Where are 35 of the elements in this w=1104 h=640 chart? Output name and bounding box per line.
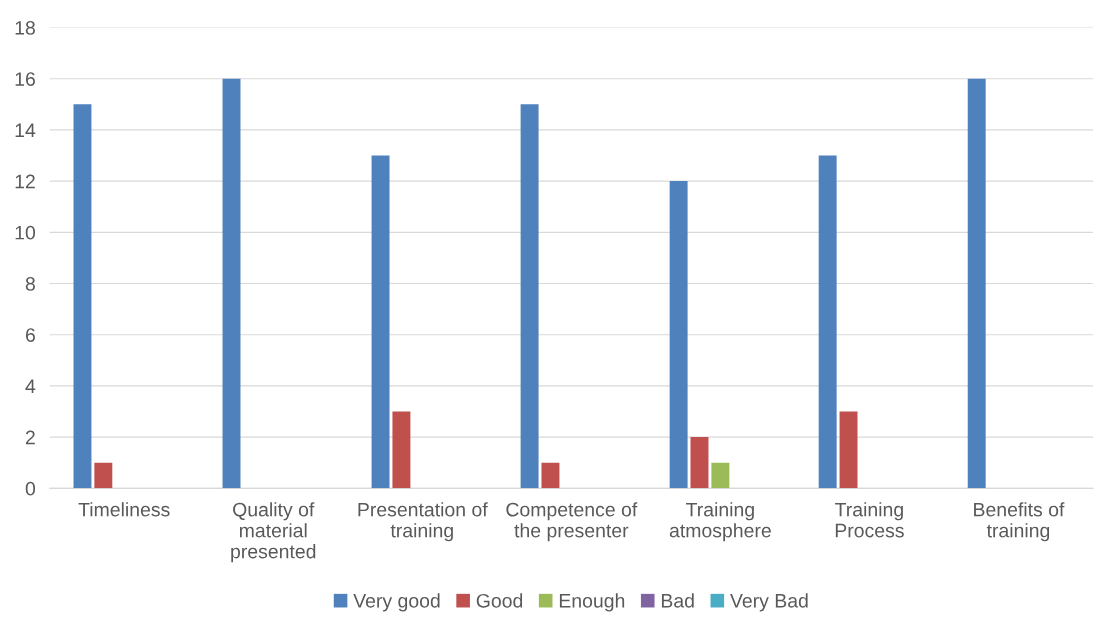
bar	[541, 462, 560, 489]
legend-label: Very good	[353, 593, 440, 612]
bar	[73, 104, 92, 489]
bar	[839, 411, 858, 489]
x-tick-label: Benefits of training	[974, 502, 1065, 542]
x-tick-label: Training atmosphere	[669, 502, 771, 542]
y-tick-label: 8	[25, 276, 35, 291]
legend-label: Enough	[559, 593, 625, 612]
legend-label: Good	[476, 593, 523, 608]
legend-label: Bad	[661, 593, 694, 608]
x-tick-label: Competence of the presenter	[506, 502, 638, 542]
bar	[711, 462, 730, 489]
y-tick-label: 16	[15, 72, 35, 86]
x-tick-label: Timeliness	[78, 502, 170, 517]
bar	[371, 155, 390, 489]
y-tick-label: 6	[25, 328, 35, 342]
x-tick-label: Presentation of training	[358, 502, 488, 542]
y-tick-label: 0	[25, 481, 36, 496]
x-tick-label: Quality of material presented	[231, 502, 316, 563]
bar	[520, 104, 539, 489]
bar	[94, 462, 113, 489]
bar	[669, 181, 688, 489]
bar	[967, 78, 986, 489]
bar	[222, 78, 241, 489]
y-tick-label: 14	[15, 123, 36, 137]
y-tick-label: 4	[25, 379, 36, 393]
y-tick-label: 2	[25, 430, 35, 445]
y-tick-label: 18	[15, 20, 35, 35]
y-tick-label: 10	[15, 225, 36, 240]
bar	[690, 437, 709, 489]
bar	[392, 411, 411, 489]
y-tick-label: 12	[15, 174, 35, 189]
x-tick-label: Training Process	[835, 502, 904, 538]
legend-label: Very Bad	[730, 593, 808, 612]
bar	[818, 155, 837, 489]
